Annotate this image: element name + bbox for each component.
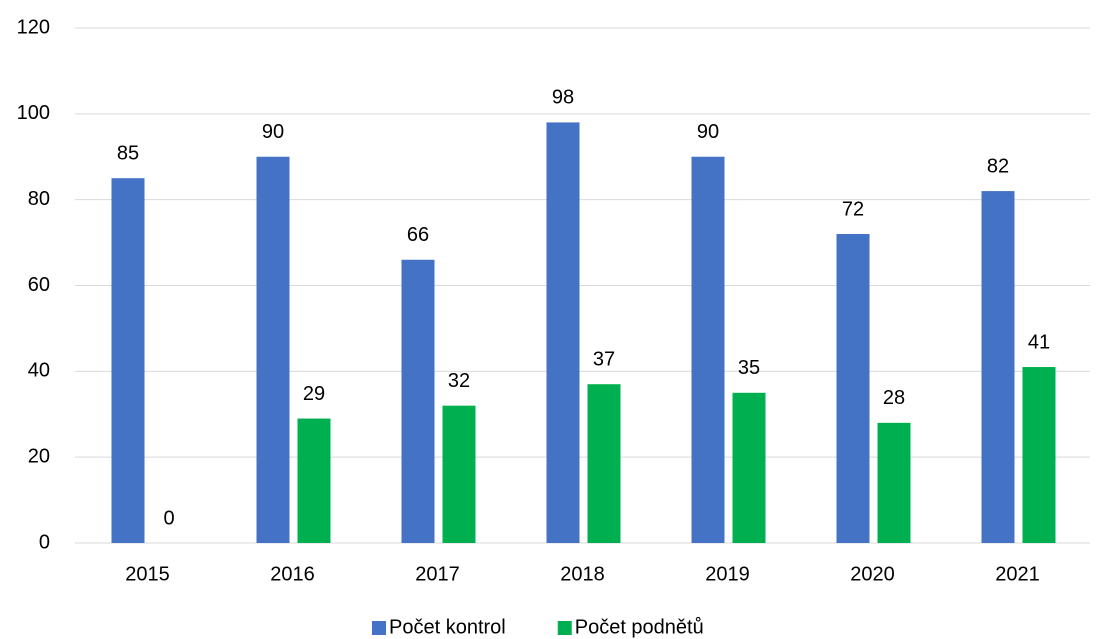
bar xyxy=(877,422,911,543)
y-tick-label: 60 xyxy=(28,274,50,296)
bar xyxy=(836,234,870,543)
data-label: 0 xyxy=(163,507,174,529)
legend-swatch xyxy=(557,621,572,635)
x-tick-label: 2021 xyxy=(995,563,1040,585)
y-tick-label: 20 xyxy=(28,445,50,467)
bar xyxy=(256,156,290,543)
data-label: 72 xyxy=(842,198,864,220)
bar xyxy=(587,384,621,543)
data-label: 90 xyxy=(262,121,284,143)
bar xyxy=(732,392,766,543)
legend-label: Počet podnětů xyxy=(575,616,704,638)
y-tick-label: 0 xyxy=(39,531,50,553)
bar xyxy=(111,178,145,544)
legend-swatch xyxy=(372,621,386,635)
data-label: 82 xyxy=(987,155,1009,177)
legend-label: Počet kontrol xyxy=(389,616,506,638)
y-tick-label: 40 xyxy=(28,360,50,382)
data-label: 66 xyxy=(407,224,429,246)
y-tick-label: 80 xyxy=(28,188,50,210)
x-tick-label: 2020 xyxy=(850,563,895,585)
x-tick-label: 2015 xyxy=(125,563,170,585)
data-label: 32 xyxy=(448,370,470,392)
bar xyxy=(691,156,725,543)
data-label: 98 xyxy=(552,87,574,109)
y-tick-label: 120 xyxy=(17,16,50,38)
data-label: 35 xyxy=(738,357,760,379)
data-label: 85 xyxy=(117,142,139,164)
bar xyxy=(442,405,476,543)
data-label: 41 xyxy=(1028,331,1050,353)
x-tick-label: 2019 xyxy=(705,563,750,585)
data-label: 90 xyxy=(697,121,719,143)
data-label: 37 xyxy=(593,348,615,370)
bar xyxy=(546,122,580,544)
bar xyxy=(981,191,1015,544)
data-label: 28 xyxy=(883,387,905,409)
y-tick-label: 100 xyxy=(17,102,50,124)
x-tick-label: 2017 xyxy=(415,563,460,585)
x-tick-label: 2018 xyxy=(560,563,605,585)
bar xyxy=(401,259,435,543)
bar xyxy=(1022,367,1056,543)
data-label: 29 xyxy=(303,383,325,405)
bar xyxy=(297,418,331,543)
x-tick-label: 2016 xyxy=(270,563,315,585)
